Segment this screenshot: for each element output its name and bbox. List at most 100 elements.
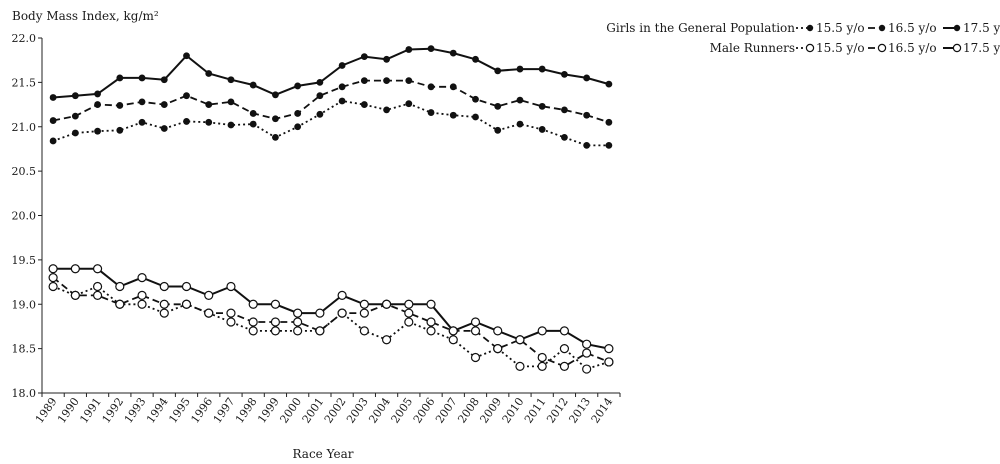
legend-item-3: 15.5 y/o [796, 41, 865, 55]
data-point [360, 77, 368, 84]
series-5 [48, 264, 614, 354]
data-point [583, 111, 591, 119]
data-point [227, 121, 235, 129]
data-point [71, 92, 79, 100]
data-point [138, 118, 146, 126]
data-point [159, 308, 169, 318]
data-point [248, 299, 258, 309]
x-tick-label: 1996 [188, 395, 215, 425]
data-point [159, 281, 169, 292]
series-line [52, 276, 610, 368]
series-0 [49, 97, 613, 149]
series-2 [49, 45, 613, 101]
data-point [537, 361, 547, 371]
data-point [360, 53, 368, 61]
data-point [181, 281, 192, 292]
data-point [316, 78, 324, 86]
data-point [338, 62, 346, 69]
data-point [383, 106, 390, 114]
data-point [449, 111, 457, 119]
data-point [116, 102, 124, 109]
data-point [226, 308, 236, 318]
data-point [559, 326, 570, 336]
data-point [449, 49, 457, 57]
legend-marker [806, 24, 814, 32]
y-tick-label: 20.0 [12, 210, 37, 223]
series-1 [49, 77, 613, 126]
data-point [293, 326, 303, 336]
data-point [137, 290, 147, 300]
x-tick-label: 2012 [544, 395, 571, 425]
data-point [538, 65, 546, 73]
y-tick-label: 20.5 [12, 165, 37, 178]
data-point [316, 110, 324, 118]
series-4 [48, 273, 614, 371]
data-point [426, 326, 436, 336]
y-tick-label: 18.0 [12, 387, 37, 400]
data-point [205, 101, 213, 108]
data-point [605, 118, 613, 126]
series-line [52, 100, 609, 147]
x-tick-label: 1991 [77, 395, 104, 425]
y-tick-label: 19.0 [12, 298, 37, 311]
data-point [516, 65, 524, 73]
data-point [338, 83, 346, 91]
data-point [561, 134, 568, 141]
data-point [204, 290, 214, 300]
data-point [183, 92, 190, 100]
data-point [404, 299, 414, 309]
data-point [605, 80, 613, 88]
data-point [160, 125, 168, 132]
data-point [92, 290, 103, 300]
y-tick-label: 22.0 [12, 32, 37, 45]
data-point [227, 76, 235, 84]
data-point [427, 109, 435, 116]
data-point [116, 74, 124, 82]
x-tick-label: 1999 [255, 395, 282, 425]
data-point [181, 299, 192, 309]
data-point [472, 113, 479, 121]
data-point [315, 308, 325, 318]
data-point [470, 326, 481, 336]
x-tick-label: 1998 [233, 395, 260, 425]
data-point [294, 110, 302, 117]
data-point [272, 134, 279, 141]
data-point [115, 299, 125, 309]
data-point [248, 317, 258, 327]
data-point [604, 357, 614, 367]
data-point [226, 281, 236, 292]
data-point [449, 83, 457, 91]
legend-item-1: 16.5 y/o [868, 21, 937, 35]
data-point [270, 317, 281, 327]
legend-item-4: 16.5 y/o [868, 41, 937, 55]
series-line [52, 285, 610, 371]
data-point [448, 326, 458, 336]
data-point [561, 70, 568, 78]
data-point [293, 308, 303, 318]
data-point [94, 127, 101, 135]
legend-label: 17.5 y/o [963, 41, 1000, 55]
data-point [293, 317, 303, 327]
data-point [94, 101, 101, 108]
x-tick-label: 2003 [344, 395, 371, 425]
x-tick-label: 1992 [100, 395, 127, 425]
data-point [381, 299, 392, 309]
data-point [49, 117, 57, 124]
x-tick-label: 2001 [300, 395, 327, 425]
y-tick-label: 18.5 [12, 343, 37, 356]
data-point [227, 98, 235, 106]
data-point [559, 344, 570, 354]
x-tick-label: 1993 [122, 395, 149, 425]
legend-label: 16.5 y/o [888, 41, 937, 55]
data-point [160, 101, 168, 108]
y-tick-label: 21.0 [12, 121, 37, 134]
x-tick-label: 1989 [33, 395, 60, 425]
legend-group-label: Male Runners [710, 41, 795, 55]
data-point [338, 97, 346, 105]
legend-marker [877, 43, 887, 53]
data-point [405, 77, 413, 84]
data-point [183, 118, 190, 125]
data-point [92, 264, 103, 274]
data-point [493, 344, 503, 354]
